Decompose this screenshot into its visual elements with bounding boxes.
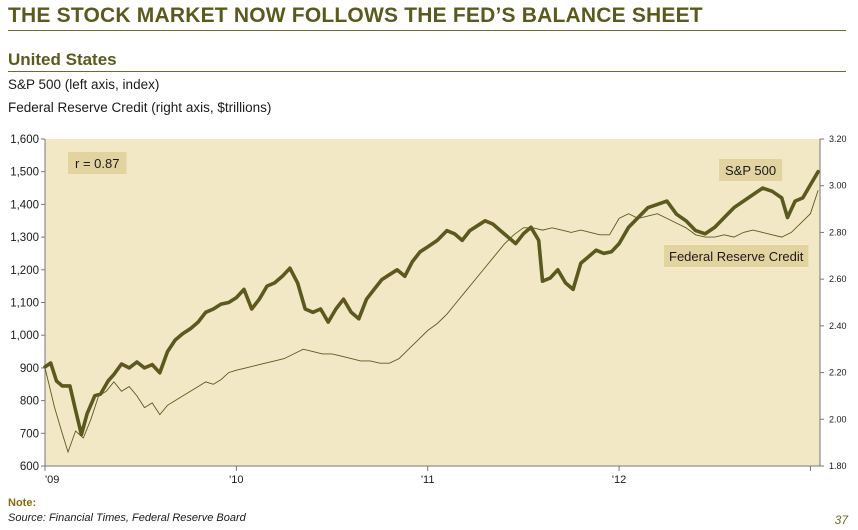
x-tick-label: '11	[421, 474, 435, 486]
right-tick-label: 2.80	[829, 227, 847, 237]
right-axis-ticks: 1.80 2.00 2.20 2.40 2.60 2.80 3.00 3.20	[820, 134, 847, 471]
section-rule	[8, 71, 846, 72]
x-tick-label: '12	[612, 474, 626, 486]
title-rule	[8, 30, 846, 31]
left-tick-label: 1,100	[10, 298, 39, 310]
x-tick-label: '09	[45, 474, 59, 486]
series-line-federal-reserve-credit	[44, 190, 819, 454]
right-tick-label: 2.20	[829, 368, 847, 378]
left-tick-label: 600	[20, 461, 39, 473]
page-number: 37	[834, 513, 848, 527]
line-chart: 600 700 800 900 1,000 1,100 1,200 1,300 1,400 1,5…	[10, 134, 847, 486]
fed-series-label-text: Federal Reserve Credit	[669, 249, 804, 264]
sp500-series-label-box	[719, 159, 783, 181]
series-line-sp500	[43, 169, 820, 437]
right-tick-label: 3.00	[829, 181, 847, 191]
sp500-series-label-text: S&P 500	[725, 163, 776, 178]
right-tick-label: 3.20	[829, 134, 847, 144]
left-tick-label: 1,600	[10, 134, 39, 146]
right-tick-label: 2.60	[829, 274, 847, 284]
x-axis-ticks: '09 '10 '11 '12	[44, 466, 811, 486]
right-tick-label: 2.40	[829, 321, 847, 331]
page-title: THE STOCK MARKET NOW FOLLOWS THE FED’S B…	[8, 4, 703, 27]
correlation-annotation: r = 0.87	[68, 152, 127, 174]
right-axis-description: Federal Reserve Credit (right axis, $tri…	[8, 100, 272, 115]
left-tick-label: 1,000	[10, 330, 39, 342]
correlation-annotation-text: r = 0.87	[75, 156, 119, 171]
fed-series-label: Federal Reserve Credit	[664, 245, 809, 267]
right-tick-label: 1.80	[829, 461, 847, 471]
left-axis-ticks: 600 700 800 900 1,000 1,100 1,200 1,300 1,400 1,5…	[10, 134, 45, 473]
source-citation: Source: Financial Times, Federal Reserve…	[8, 512, 246, 524]
note-label: Note:	[8, 497, 37, 509]
left-tick-label: 800	[20, 396, 39, 408]
left-tick-label: 700	[20, 428, 39, 440]
right-tick-label: 2.00	[829, 414, 847, 424]
left-tick-label: 900	[20, 363, 39, 375]
sp500-series-label: S&P 500	[719, 159, 783, 181]
left-tick-label: 1,300	[10, 232, 39, 244]
left-tick-label: 1,500	[10, 167, 39, 179]
x-tick-label: '10	[229, 474, 243, 486]
left-axis-description: S&P 500 (left axis, index)	[8, 77, 160, 92]
plot-area	[45, 139, 820, 466]
correlation-annotation-box	[68, 152, 127, 174]
section-title: United States	[8, 50, 117, 69]
fed-series-label-box	[664, 245, 809, 267]
left-tick-label: 1,400	[10, 199, 39, 211]
left-tick-label: 1,200	[10, 265, 39, 277]
